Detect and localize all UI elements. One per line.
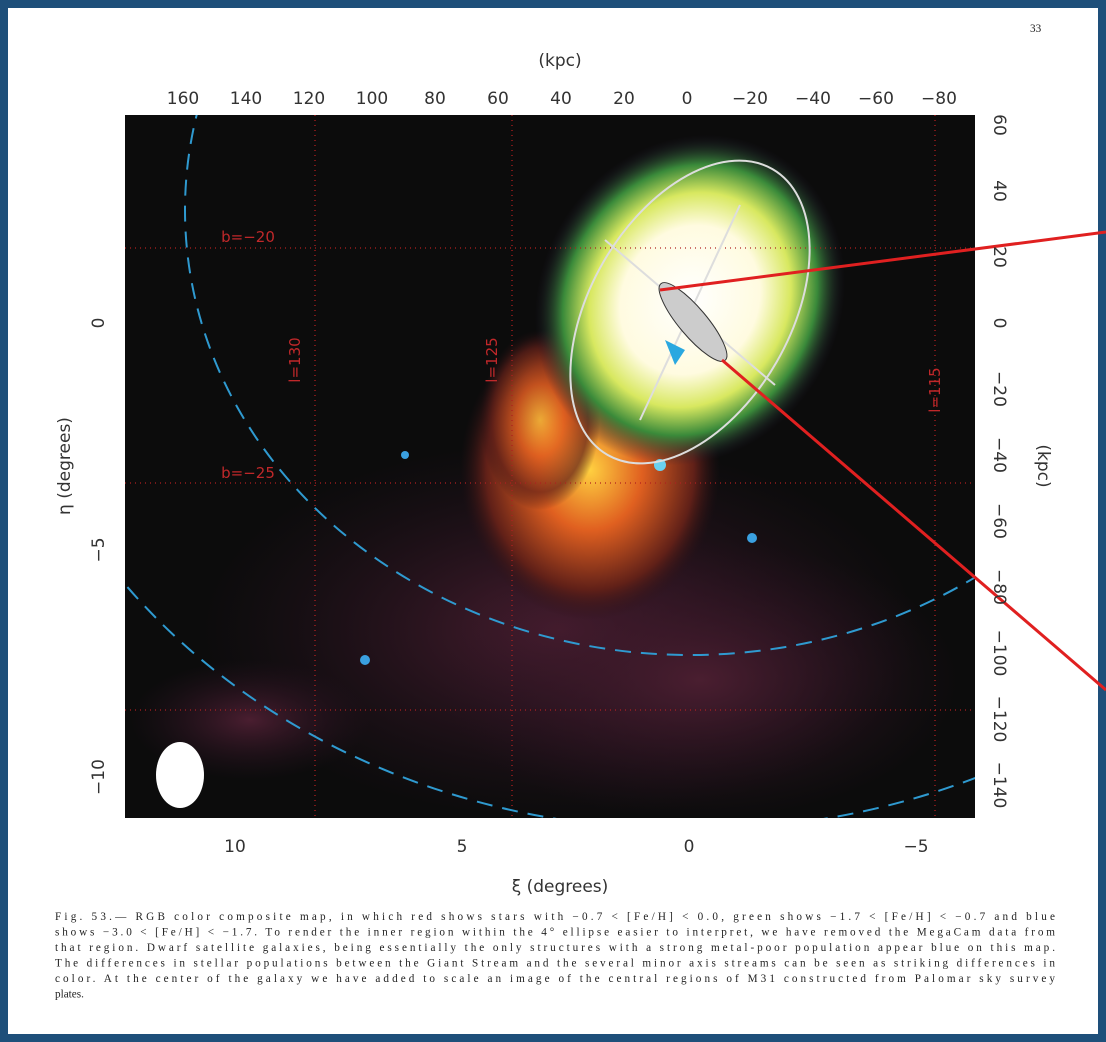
tick-label: −60 — [858, 89, 894, 109]
tick-label: 0 — [684, 837, 695, 857]
tick-label: −60 — [989, 503, 1009, 539]
tick-label: 20 — [613, 89, 635, 109]
tick-label: −120 — [989, 696, 1009, 743]
tick-label: −20 — [989, 371, 1009, 407]
tick-label: 40 — [989, 180, 1009, 202]
tick-label: 10 — [224, 837, 246, 857]
tick-label: 0 — [89, 318, 109, 329]
tick-label: 140 — [230, 89, 262, 109]
region-label: b=−25 — [221, 464, 275, 482]
axis-label: η (degrees) — [55, 417, 75, 515]
axis-label: (kpc) — [538, 51, 581, 71]
page-canvas: 33 (kpc)160140120100806040200−20−40−60−8… — [0, 0, 1106, 1042]
axis-label: ξ (degrees) — [512, 877, 609, 897]
tick-label: −80 — [989, 569, 1009, 605]
page-number: 33 — [1030, 23, 1042, 35]
tick-label: 5 — [457, 837, 468, 857]
tick-label: −10 — [89, 759, 109, 795]
tick-label: 60 — [487, 89, 509, 109]
axis-label: (kpc) — [1033, 444, 1053, 487]
tick-label: 160 — [167, 89, 199, 109]
tick-label: 80 — [424, 89, 446, 109]
region-label: l=115 — [926, 367, 944, 412]
caption-line: that region. Dwarf satellite galaxies, b… — [55, 942, 1055, 954]
tick-label: −40 — [989, 437, 1009, 473]
tick-label: 120 — [293, 89, 325, 109]
tick-label: −20 — [732, 89, 768, 109]
region-label: b=−20 — [221, 228, 275, 246]
caption-line: plates. — [55, 989, 84, 1001]
tick-label: −40 — [795, 89, 831, 109]
tick-label: 100 — [356, 89, 388, 109]
tick-label: −140 — [989, 762, 1009, 809]
tick-label: 60 — [989, 114, 1009, 136]
region-label: l=125 — [483, 337, 501, 382]
tick-label: −5 — [89, 537, 109, 562]
tick-label: −5 — [903, 837, 928, 857]
tick-label: 40 — [550, 89, 572, 109]
tick-label: 0 — [989, 318, 1009, 329]
sky-image — [0, 0, 1106, 830]
tick-label: −80 — [921, 89, 957, 109]
tick-label: −100 — [989, 630, 1009, 677]
page: 33 (kpc)160140120100806040200−20−40−60−8… — [0, 0, 1106, 1042]
tick-label: 0 — [682, 89, 693, 109]
tick-label: 20 — [989, 246, 1009, 268]
region-label: l=130 — [286, 337, 304, 382]
